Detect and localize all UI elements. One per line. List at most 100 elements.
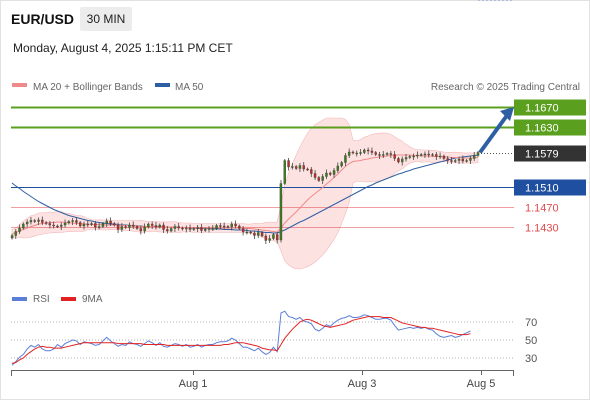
candle-body: [427, 153, 430, 156]
candle-body: [226, 226, 230, 228]
candle-body: [264, 235, 268, 241]
candle-body: [166, 229, 169, 232]
candle-body: [14, 231, 17, 236]
candle-body: [37, 219, 40, 222]
candle-body: [370, 150, 374, 153]
candle-body: [192, 228, 196, 230]
candle-body: [393, 154, 396, 159]
candle-body: [204, 228, 207, 231]
candle-body: [101, 223, 105, 227]
candle-body: [86, 223, 89, 226]
resistance-label-1.1630: 1.1630: [525, 123, 559, 135]
bollinger-band: [11, 117, 479, 270]
candle-body: [147, 223, 150, 228]
candle-body: [408, 156, 412, 158]
candle-body: [469, 158, 472, 161]
x-tick-label: Aug 5: [467, 378, 496, 390]
candle-body: [44, 222, 48, 224]
candle-body: [253, 232, 256, 236]
candle-body: [71, 220, 74, 222]
candle-body: [222, 225, 226, 228]
candle-body: [245, 231, 249, 234]
candle-body: [211, 228, 215, 230]
rsi-tick-70: 70: [525, 317, 537, 329]
candle-body: [317, 177, 321, 181]
candle-body: [325, 172, 328, 177]
rsi-plot-area: 70 50 30: [11, 0, 537, 366]
candle-body: [450, 160, 453, 162]
candle-body: [385, 153, 389, 155]
timeframe-button[interactable]: 30 MIN: [80, 7, 132, 31]
candle-body: [442, 155, 446, 159]
candle-body: [359, 152, 362, 154]
ma20-legend-swatch: [12, 83, 27, 87]
candle-body: [150, 223, 154, 226]
candle-body: [446, 158, 449, 161]
candle-body: [94, 223, 97, 228]
candle-body: [52, 224, 55, 227]
current-price-tag: [514, 145, 586, 162]
candle-body: [276, 234, 279, 241]
candle-body: [113, 223, 116, 226]
candle-body: [132, 224, 135, 227]
candle-body: [181, 227, 184, 230]
candle-body: [200, 227, 203, 231]
candle-body: [109, 220, 112, 224]
candle-body: [97, 226, 101, 228]
datetime-label: Monday, August 4, 2025 1:15:11 PM CET: [13, 41, 233, 55]
ma20-legend-label: MA 20 + Bollinger Bands: [33, 82, 143, 93]
candle-body: [473, 155, 476, 159]
candle-body: [120, 226, 124, 230]
candle-body: [60, 224, 63, 227]
candle-body: [476, 152, 480, 156]
candle-body: [332, 170, 336, 175]
candle-body: [10, 235, 14, 239]
candle-body: [329, 172, 332, 175]
candle-body: [416, 154, 419, 157]
candle-body: [215, 225, 218, 229]
candle-body: [374, 152, 377, 155]
candle-body: [382, 154, 385, 156]
candle-body: [404, 157, 408, 160]
x-tick-label: Aug 3: [348, 378, 377, 390]
candle-body: [344, 155, 347, 163]
support-label-1.1430: 1.1430: [525, 223, 559, 235]
candle-body: [207, 228, 211, 230]
candle-body: [366, 149, 370, 152]
candle-body: [143, 226, 146, 232]
candle-body: [279, 183, 283, 241]
candle-body: [287, 160, 290, 168]
candle-body: [234, 223, 237, 227]
candle-body: [22, 223, 25, 229]
candle-body: [169, 228, 173, 232]
candle-body: [347, 151, 351, 156]
candle-body: [249, 231, 252, 234]
candle-body: [378, 154, 381, 156]
candle-body: [162, 224, 165, 230]
candle-body: [158, 224, 161, 228]
candle-body: [116, 224, 120, 230]
candle-body: [355, 152, 358, 155]
candle-body: [294, 166, 298, 169]
rsi-ma9-line: [11, 316, 471, 364]
candle-body: [154, 225, 158, 228]
candle-body: [56, 225, 59, 228]
resistance-tag-1.1670: [514, 99, 586, 116]
candle-body: [135, 226, 139, 229]
candle-body: [321, 176, 324, 181]
candle-body: [306, 168, 309, 171]
candle-body: [18, 227, 21, 232]
symbol-title: EUR/USD: [11, 11, 75, 27]
candle-body: [139, 228, 143, 232]
candle-body: [340, 162, 343, 167]
candle-body: [241, 228, 245, 233]
candle-body: [188, 227, 192, 230]
candle-body: [48, 223, 52, 226]
candle-body: [291, 166, 294, 168]
candle-body: [128, 224, 131, 228]
candle-body: [351, 151, 355, 154]
candle-body: [67, 221, 71, 224]
candle-body: [196, 227, 199, 229]
candle-body: [63, 222, 67, 226]
current-price-label: 1.1579: [525, 149, 559, 161]
